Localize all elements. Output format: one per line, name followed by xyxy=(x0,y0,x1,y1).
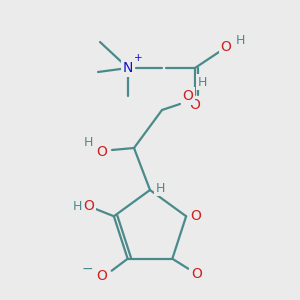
Text: O: O xyxy=(191,267,202,281)
Text: +: + xyxy=(134,53,142,63)
Text: O: O xyxy=(83,199,94,213)
Text: O: O xyxy=(183,89,194,103)
Text: O: O xyxy=(96,269,107,283)
Text: O: O xyxy=(220,40,231,54)
Text: H: H xyxy=(83,136,93,148)
Text: O: O xyxy=(97,145,107,159)
Text: N: N xyxy=(123,61,133,75)
Text: H: H xyxy=(155,182,165,194)
Text: H: H xyxy=(235,34,245,46)
Text: O: O xyxy=(190,98,200,112)
Text: H: H xyxy=(73,200,83,213)
Text: H: H xyxy=(197,76,207,88)
Text: −: − xyxy=(82,262,94,276)
Text: O: O xyxy=(191,209,202,223)
